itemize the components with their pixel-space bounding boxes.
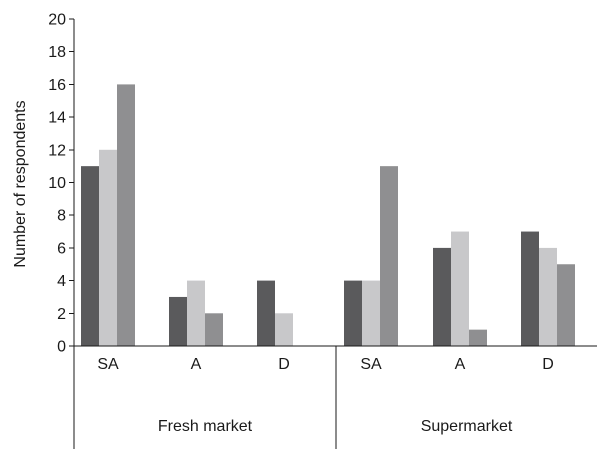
bar-3-series-1 <box>257 280 275 346</box>
x-category-label: SA <box>97 356 119 373</box>
axes-layer <box>69 18 597 449</box>
bar-2-series-2 <box>187 280 205 346</box>
bar-2-series-1 <box>169 296 187 346</box>
bar-4-series-2 <box>362 280 380 346</box>
x-category-label: A <box>191 356 202 373</box>
x-group-label: Supermarket <box>421 418 513 435</box>
labels-layer: 0 2 4 6 8 10 12 14 16 18 20 SA A D SA A D Fresh market Sup… <box>48 12 554 436</box>
bar-4-series-1 <box>344 280 362 346</box>
bar-2-series-3 <box>205 313 223 346</box>
y-tick-label: 14 <box>48 110 66 127</box>
bars-layer <box>81 84 575 347</box>
y-tick-label: 0 <box>57 339 66 356</box>
y-tick-label: 6 <box>57 240 66 257</box>
bar-1-series-2 <box>99 149 117 346</box>
bar-5-series-2 <box>451 231 469 346</box>
bar-4-series-3 <box>380 166 398 346</box>
y-tick-label: 2 <box>57 306 66 323</box>
bar-6-series-1 <box>521 231 539 346</box>
y-tick-label: 18 <box>48 44 66 61</box>
bar-6-series-3 <box>557 264 575 346</box>
x-category-label: D <box>542 356 554 373</box>
y-tick-label: 20 <box>48 12 66 29</box>
x-category-label: A <box>455 356 466 373</box>
y-axis-label: Number of respondents <box>12 100 29 267</box>
y-tick-label: 12 <box>48 142 66 159</box>
x-group-label: Fresh market <box>158 418 253 435</box>
bar-1-series-3 <box>117 84 135 347</box>
y-tick-label: 8 <box>57 208 66 225</box>
bar-1-series-1 <box>81 166 99 346</box>
y-tick-label: 10 <box>48 175 66 192</box>
bar-3-series-2 <box>275 313 293 346</box>
x-category-label: D <box>278 356 290 373</box>
x-category-label: SA <box>360 356 382 373</box>
bar-5-series-1 <box>433 247 451 346</box>
y-tick-label: 16 <box>48 77 66 94</box>
y-tick-label: 4 <box>57 273 66 290</box>
bar-5-series-3 <box>469 329 487 346</box>
bar-6-series-2 <box>539 247 557 346</box>
